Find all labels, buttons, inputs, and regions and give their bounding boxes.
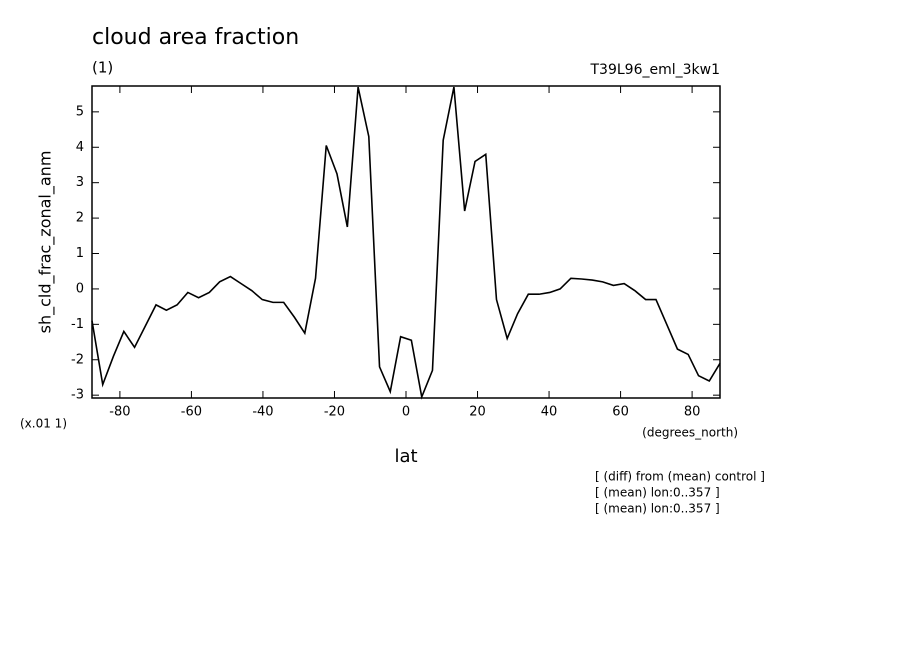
note: [ (mean) lon:0..357 ] bbox=[595, 486, 720, 500]
run-label: T39L96_eml_3kw1 bbox=[590, 62, 721, 78]
y-tick-label: -1 bbox=[71, 317, 84, 332]
y-tick-label: -2 bbox=[71, 352, 84, 367]
note: [ (mean) lon:0..357 ] bbox=[595, 502, 720, 516]
x-tick-label: -80 bbox=[109, 405, 130, 420]
x-axis-label: lat bbox=[394, 446, 417, 467]
y-tick-label: 2 bbox=[76, 211, 84, 226]
y-tick-label: 5 bbox=[76, 104, 84, 119]
x-units-label: (degrees_north) bbox=[642, 426, 738, 440]
x-tick-label: -20 bbox=[324, 405, 345, 420]
y-tick-label: 4 bbox=[76, 140, 84, 155]
y-tick-label: 1 bbox=[76, 246, 84, 261]
plot-frame bbox=[91, 85, 721, 399]
x-tick-label: -60 bbox=[181, 405, 202, 420]
x-tick-label: 20 bbox=[469, 405, 486, 420]
y-tick-label: -3 bbox=[71, 388, 84, 403]
chart-title: cloud area fraction bbox=[92, 25, 299, 50]
y-axis-label: sh_cld_frac_zonal_anm bbox=[36, 151, 56, 334]
x-tick-label: 80 bbox=[684, 405, 701, 420]
x-tick-label: 40 bbox=[541, 405, 558, 420]
y-scale-label: (x.01 1) bbox=[20, 417, 67, 431]
x-tick-label: 0 bbox=[402, 405, 410, 420]
data-line bbox=[91, 86, 721, 400]
y-tick-label: 0 bbox=[76, 281, 84, 296]
x-tick-label: 60 bbox=[612, 405, 629, 420]
subtitle: (1) bbox=[92, 59, 113, 77]
x-tick-label: -40 bbox=[252, 405, 273, 420]
note: [ (diff) from (mean) control ] bbox=[595, 470, 765, 484]
y-tick-label: 3 bbox=[76, 175, 84, 190]
